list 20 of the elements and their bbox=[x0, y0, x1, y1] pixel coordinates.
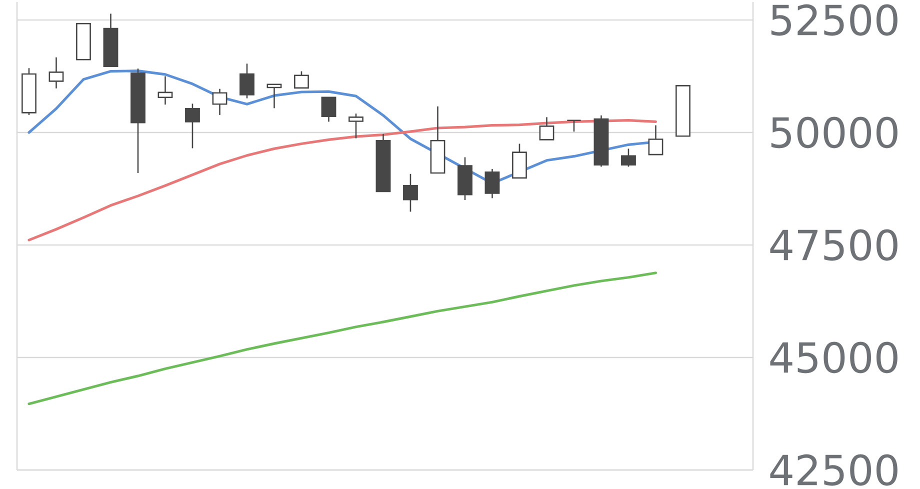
y-tick-label: 50000 bbox=[771, 116, 898, 148]
y-tick-label: 42500 bbox=[770, 454, 898, 486]
y-tick-label: 47500 bbox=[770, 229, 898, 261]
candlestick bbox=[484, 168, 500, 199]
candlestick bbox=[403, 173, 418, 212]
candlestick bbox=[648, 124, 664, 156]
candlestick bbox=[566, 120, 582, 132]
candlestick bbox=[212, 88, 228, 116]
candlestick bbox=[348, 112, 364, 139]
candlestick bbox=[240, 62, 254, 99]
candlestick bbox=[266, 84, 282, 109]
y-tick-label: 45000 bbox=[770, 342, 898, 374]
candlestick bbox=[158, 76, 173, 106]
candlestick bbox=[185, 103, 200, 149]
candlestick bbox=[321, 96, 336, 122]
y-tick-label: 52500 bbox=[771, 4, 898, 36]
candlestick bbox=[294, 70, 309, 89]
candlestick bbox=[48, 56, 64, 90]
candlestick bbox=[539, 116, 554, 140]
candlestick bbox=[621, 148, 636, 168]
